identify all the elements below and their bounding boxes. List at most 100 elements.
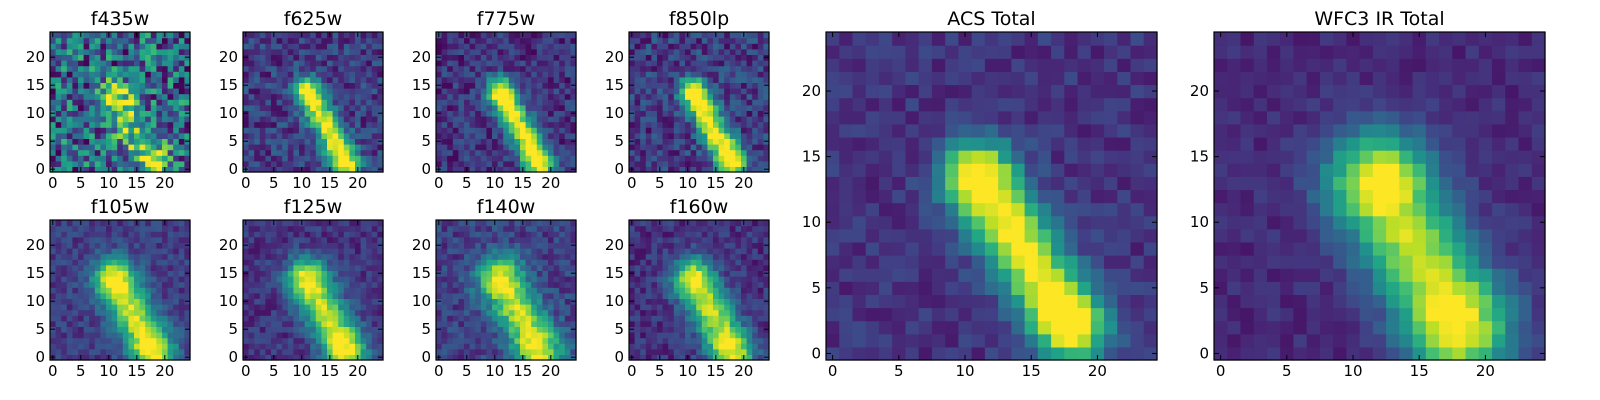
heatmap-cell (469, 65, 476, 72)
heatmap-cell (548, 110, 555, 117)
heatmap-cell (553, 253, 560, 260)
heatmap-cell (729, 43, 736, 50)
heatmap-cell (640, 144, 647, 151)
heatmap-cell (548, 48, 555, 55)
heatmap-cell (265, 287, 272, 294)
heatmap-cell (293, 270, 300, 277)
heatmap-cell (338, 76, 345, 83)
heatmap-cell (315, 104, 322, 111)
heatmap-cell (150, 320, 157, 327)
heatmap-cell (464, 144, 471, 151)
heatmap-cell (480, 264, 487, 271)
heatmap-cell (50, 332, 57, 339)
heatmap-cell (553, 116, 560, 123)
heatmap-cell (128, 248, 135, 255)
heatmap-cell (564, 138, 571, 145)
heatmap-cell (265, 104, 272, 111)
heatmap-cell (248, 236, 255, 243)
heatmap-cell (293, 76, 300, 83)
heatmap-cell (167, 138, 174, 145)
heatmap-cell (338, 259, 345, 266)
heatmap-cell (629, 93, 636, 100)
heatmap-cell (106, 93, 113, 100)
heatmap-cell (184, 93, 191, 100)
heatmap-cell (486, 236, 493, 243)
heatmap-cell (464, 248, 471, 255)
heatmap-cell (701, 65, 708, 72)
heatmap-cell (276, 37, 283, 44)
heatmap-cell (83, 76, 90, 83)
heatmap-cell (548, 309, 555, 316)
heatmap-cell (690, 104, 697, 111)
heatmap-cell (134, 116, 141, 123)
heatmap-cell (553, 220, 560, 227)
heatmap-cell (458, 242, 465, 249)
heatmap-cell (117, 320, 124, 327)
heatmap-cell (475, 32, 482, 39)
heatmap-cell (536, 155, 543, 162)
heatmap-cell (685, 281, 692, 288)
heatmap-cell (508, 104, 515, 111)
heatmap-cell (690, 121, 697, 128)
heatmap-cell (72, 236, 79, 243)
heatmap-cell (72, 354, 79, 361)
heatmap-cell (83, 121, 90, 128)
heatmap-cell (497, 93, 504, 100)
heatmap-cell (111, 104, 118, 111)
heatmap-cell (100, 315, 107, 322)
heatmap-cell (757, 32, 764, 39)
heatmap-cell (173, 65, 180, 72)
heatmap-cell (72, 155, 79, 162)
heatmap-cell (293, 264, 300, 271)
heatmap-cell (360, 60, 367, 67)
heatmap-cell (741, 127, 748, 134)
heatmap-cell (564, 259, 571, 266)
heatmap-cell (156, 281, 163, 288)
heatmap-cell (525, 37, 532, 44)
heatmap-cell (111, 138, 118, 145)
heatmap-cell (83, 220, 90, 227)
heatmap-cell (377, 287, 384, 294)
heatmap-cell (480, 116, 487, 123)
heatmap-cell (310, 309, 317, 316)
heatmap-cell (548, 132, 555, 139)
heatmap-cell (492, 60, 499, 67)
heatmap-cell (327, 326, 334, 333)
heatmap-cell (360, 132, 367, 139)
heatmap-cell (520, 76, 527, 83)
heatmap-cell (757, 149, 764, 156)
heatmap-cell (469, 88, 476, 95)
heatmap-cell (162, 287, 169, 294)
panel-title: f125w (284, 196, 343, 218)
heatmap-cell (763, 37, 770, 44)
heatmap-cell (651, 132, 658, 139)
heatmap-cell (173, 110, 180, 117)
heatmap-cell (259, 65, 266, 72)
heatmap-cell (640, 160, 647, 167)
heatmap-cell (343, 343, 350, 350)
y-tick-label: 5 (228, 132, 238, 150)
heatmap-cell (662, 82, 669, 89)
heatmap-cell (366, 48, 373, 55)
heatmap-cell (178, 132, 185, 139)
heatmap-cell (746, 337, 753, 344)
heatmap-cell (265, 88, 272, 95)
heatmap-cell (542, 82, 549, 89)
heatmap-cell (651, 32, 658, 39)
heatmap-cell (503, 253, 510, 260)
heatmap-cell (321, 231, 328, 238)
heatmap-cell (469, 104, 476, 111)
heatmap-cell (248, 292, 255, 299)
heatmap-cell (304, 354, 311, 361)
heatmap-cell (184, 43, 191, 50)
heatmap-cell (464, 121, 471, 128)
heatmap-cell (707, 298, 714, 305)
heatmap-cell (83, 337, 90, 344)
heatmap-cell (536, 337, 543, 344)
heatmap-cell (447, 337, 454, 344)
heatmap-cell (122, 298, 129, 305)
heatmap-cell (134, 326, 141, 333)
heatmap-cell (679, 43, 686, 50)
heatmap-cell (338, 315, 345, 322)
heatmap-cell (746, 298, 753, 305)
